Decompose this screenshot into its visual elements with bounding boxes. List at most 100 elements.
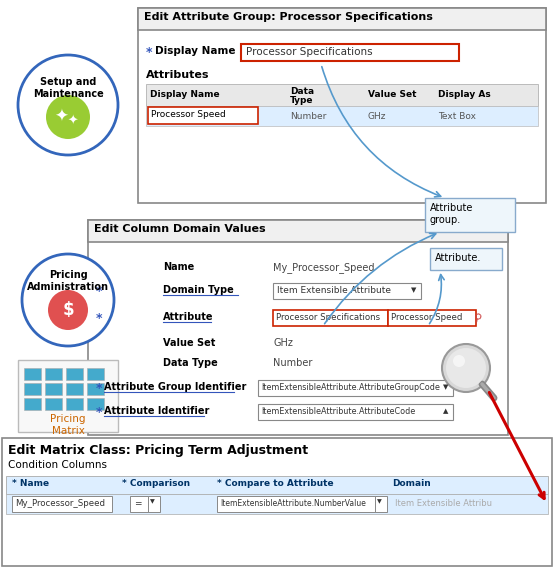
Text: Processor Speed: Processor Speed <box>391 313 463 322</box>
Text: Display Name: Display Name <box>150 90 219 99</box>
Text: Attribute.: Attribute. <box>435 253 481 263</box>
FancyBboxPatch shape <box>45 398 62 410</box>
Text: *: * <box>146 46 152 59</box>
FancyBboxPatch shape <box>388 310 476 326</box>
Text: Edit Column Domain Values: Edit Column Domain Values <box>94 224 265 234</box>
Text: My_Processor_Speed: My_Processor_Speed <box>15 499 105 508</box>
FancyBboxPatch shape <box>87 383 104 395</box>
Text: *: * <box>96 312 102 325</box>
Text: ▼: ▼ <box>443 384 448 390</box>
FancyBboxPatch shape <box>24 383 41 395</box>
FancyBboxPatch shape <box>24 368 41 380</box>
Text: Type: Type <box>290 96 314 105</box>
Text: Text Box: Text Box <box>438 112 476 121</box>
Text: Name: Name <box>163 262 194 272</box>
FancyBboxPatch shape <box>66 383 83 395</box>
Text: My_Processor_Speed: My_Processor_Speed <box>273 262 375 273</box>
Text: Processor Speed: Processor Speed <box>151 110 225 119</box>
FancyBboxPatch shape <box>130 496 148 512</box>
Text: Number: Number <box>273 358 312 368</box>
Text: ItemExtensibleAttribute.AttributeGroupCode: ItemExtensibleAttribute.AttributeGroupCo… <box>261 383 440 392</box>
FancyBboxPatch shape <box>273 310 388 326</box>
Text: Display Name: Display Name <box>155 46 235 56</box>
FancyBboxPatch shape <box>138 8 546 203</box>
FancyBboxPatch shape <box>258 380 453 396</box>
Text: ▼: ▼ <box>150 499 155 504</box>
Text: Pricing
Administration: Pricing Administration <box>27 270 109 291</box>
Circle shape <box>442 344 490 392</box>
Text: ✦: ✦ <box>54 108 68 126</box>
Text: =: = <box>134 499 141 508</box>
Circle shape <box>22 254 114 346</box>
FancyBboxPatch shape <box>87 398 104 410</box>
Text: ▼: ▼ <box>411 287 417 293</box>
FancyBboxPatch shape <box>66 398 83 410</box>
Text: Domain: Domain <box>392 479 431 488</box>
FancyBboxPatch shape <box>241 44 459 61</box>
Text: Value Set: Value Set <box>368 90 417 99</box>
FancyBboxPatch shape <box>6 494 548 514</box>
Text: Domain Type: Domain Type <box>163 285 234 295</box>
Text: * Comparison: * Comparison <box>122 479 190 488</box>
Text: Item Extensible Attribu: Item Extensible Attribu <box>395 499 492 508</box>
FancyBboxPatch shape <box>24 398 41 410</box>
FancyBboxPatch shape <box>138 8 546 30</box>
Text: Edit Matrix Class: Pricing Term Adjustment: Edit Matrix Class: Pricing Term Adjustme… <box>8 444 308 457</box>
FancyBboxPatch shape <box>87 368 104 380</box>
Text: Attribute Identifier: Attribute Identifier <box>104 406 209 416</box>
Text: Attributes: Attributes <box>146 70 209 80</box>
Text: ItemExtensibleAttribute.NumberValue: ItemExtensibleAttribute.NumberValue <box>220 499 366 508</box>
FancyBboxPatch shape <box>430 248 502 270</box>
Text: Item Extensible Attribute: Item Extensible Attribute <box>277 286 391 295</box>
Text: *: * <box>96 285 102 298</box>
Text: Setup and
Maintenance: Setup and Maintenance <box>33 77 104 98</box>
FancyBboxPatch shape <box>425 198 515 232</box>
FancyBboxPatch shape <box>148 107 258 124</box>
Text: Attribute Group Identifier: Attribute Group Identifier <box>104 382 247 392</box>
Circle shape <box>453 355 465 367</box>
FancyBboxPatch shape <box>45 383 62 395</box>
Text: Edit Attribute Group: Processor Specifications: Edit Attribute Group: Processor Specific… <box>144 12 433 22</box>
FancyBboxPatch shape <box>217 496 375 512</box>
Text: Processor Specifications: Processor Specifications <box>246 47 373 57</box>
FancyBboxPatch shape <box>66 368 83 380</box>
FancyBboxPatch shape <box>258 404 453 420</box>
FancyBboxPatch shape <box>2 438 552 566</box>
Text: ⚲: ⚲ <box>472 312 483 324</box>
Text: ▼: ▼ <box>377 499 382 504</box>
FancyBboxPatch shape <box>146 84 538 106</box>
Text: $: $ <box>62 301 74 319</box>
Text: Processor Specifications: Processor Specifications <box>276 313 380 322</box>
Text: GHz: GHz <box>273 338 293 348</box>
FancyBboxPatch shape <box>148 496 160 512</box>
FancyBboxPatch shape <box>146 106 538 126</box>
Text: Attribute: Attribute <box>163 312 213 322</box>
FancyBboxPatch shape <box>45 368 62 380</box>
Text: Attribute
group.: Attribute group. <box>430 203 473 225</box>
Text: *: * <box>96 382 102 395</box>
Text: * Compare to Attribute: * Compare to Attribute <box>217 479 334 488</box>
FancyBboxPatch shape <box>273 283 421 299</box>
FancyBboxPatch shape <box>88 220 508 242</box>
Circle shape <box>46 95 90 139</box>
Text: Number: Number <box>290 112 326 121</box>
FancyBboxPatch shape <box>375 496 387 512</box>
Text: Display As: Display As <box>438 90 491 99</box>
Text: ItemExtensibleAttribute.AttributeCode: ItemExtensibleAttribute.AttributeCode <box>261 407 416 416</box>
Circle shape <box>18 55 118 155</box>
Text: Value Set: Value Set <box>163 338 216 348</box>
Text: Pricing
Matrix: Pricing Matrix <box>50 414 86 436</box>
Text: Data Type: Data Type <box>163 358 218 368</box>
FancyBboxPatch shape <box>6 476 548 494</box>
FancyBboxPatch shape <box>18 360 118 432</box>
Text: * Name: * Name <box>12 479 49 488</box>
FancyBboxPatch shape <box>88 220 508 435</box>
Text: ▲: ▲ <box>443 408 448 414</box>
Text: Data: Data <box>290 87 314 96</box>
FancyBboxPatch shape <box>12 496 112 512</box>
Text: Condition Columns: Condition Columns <box>8 460 107 470</box>
Circle shape <box>446 348 486 388</box>
Text: ✦: ✦ <box>68 114 78 127</box>
Text: GHz: GHz <box>368 112 387 121</box>
Text: *: * <box>96 406 102 419</box>
